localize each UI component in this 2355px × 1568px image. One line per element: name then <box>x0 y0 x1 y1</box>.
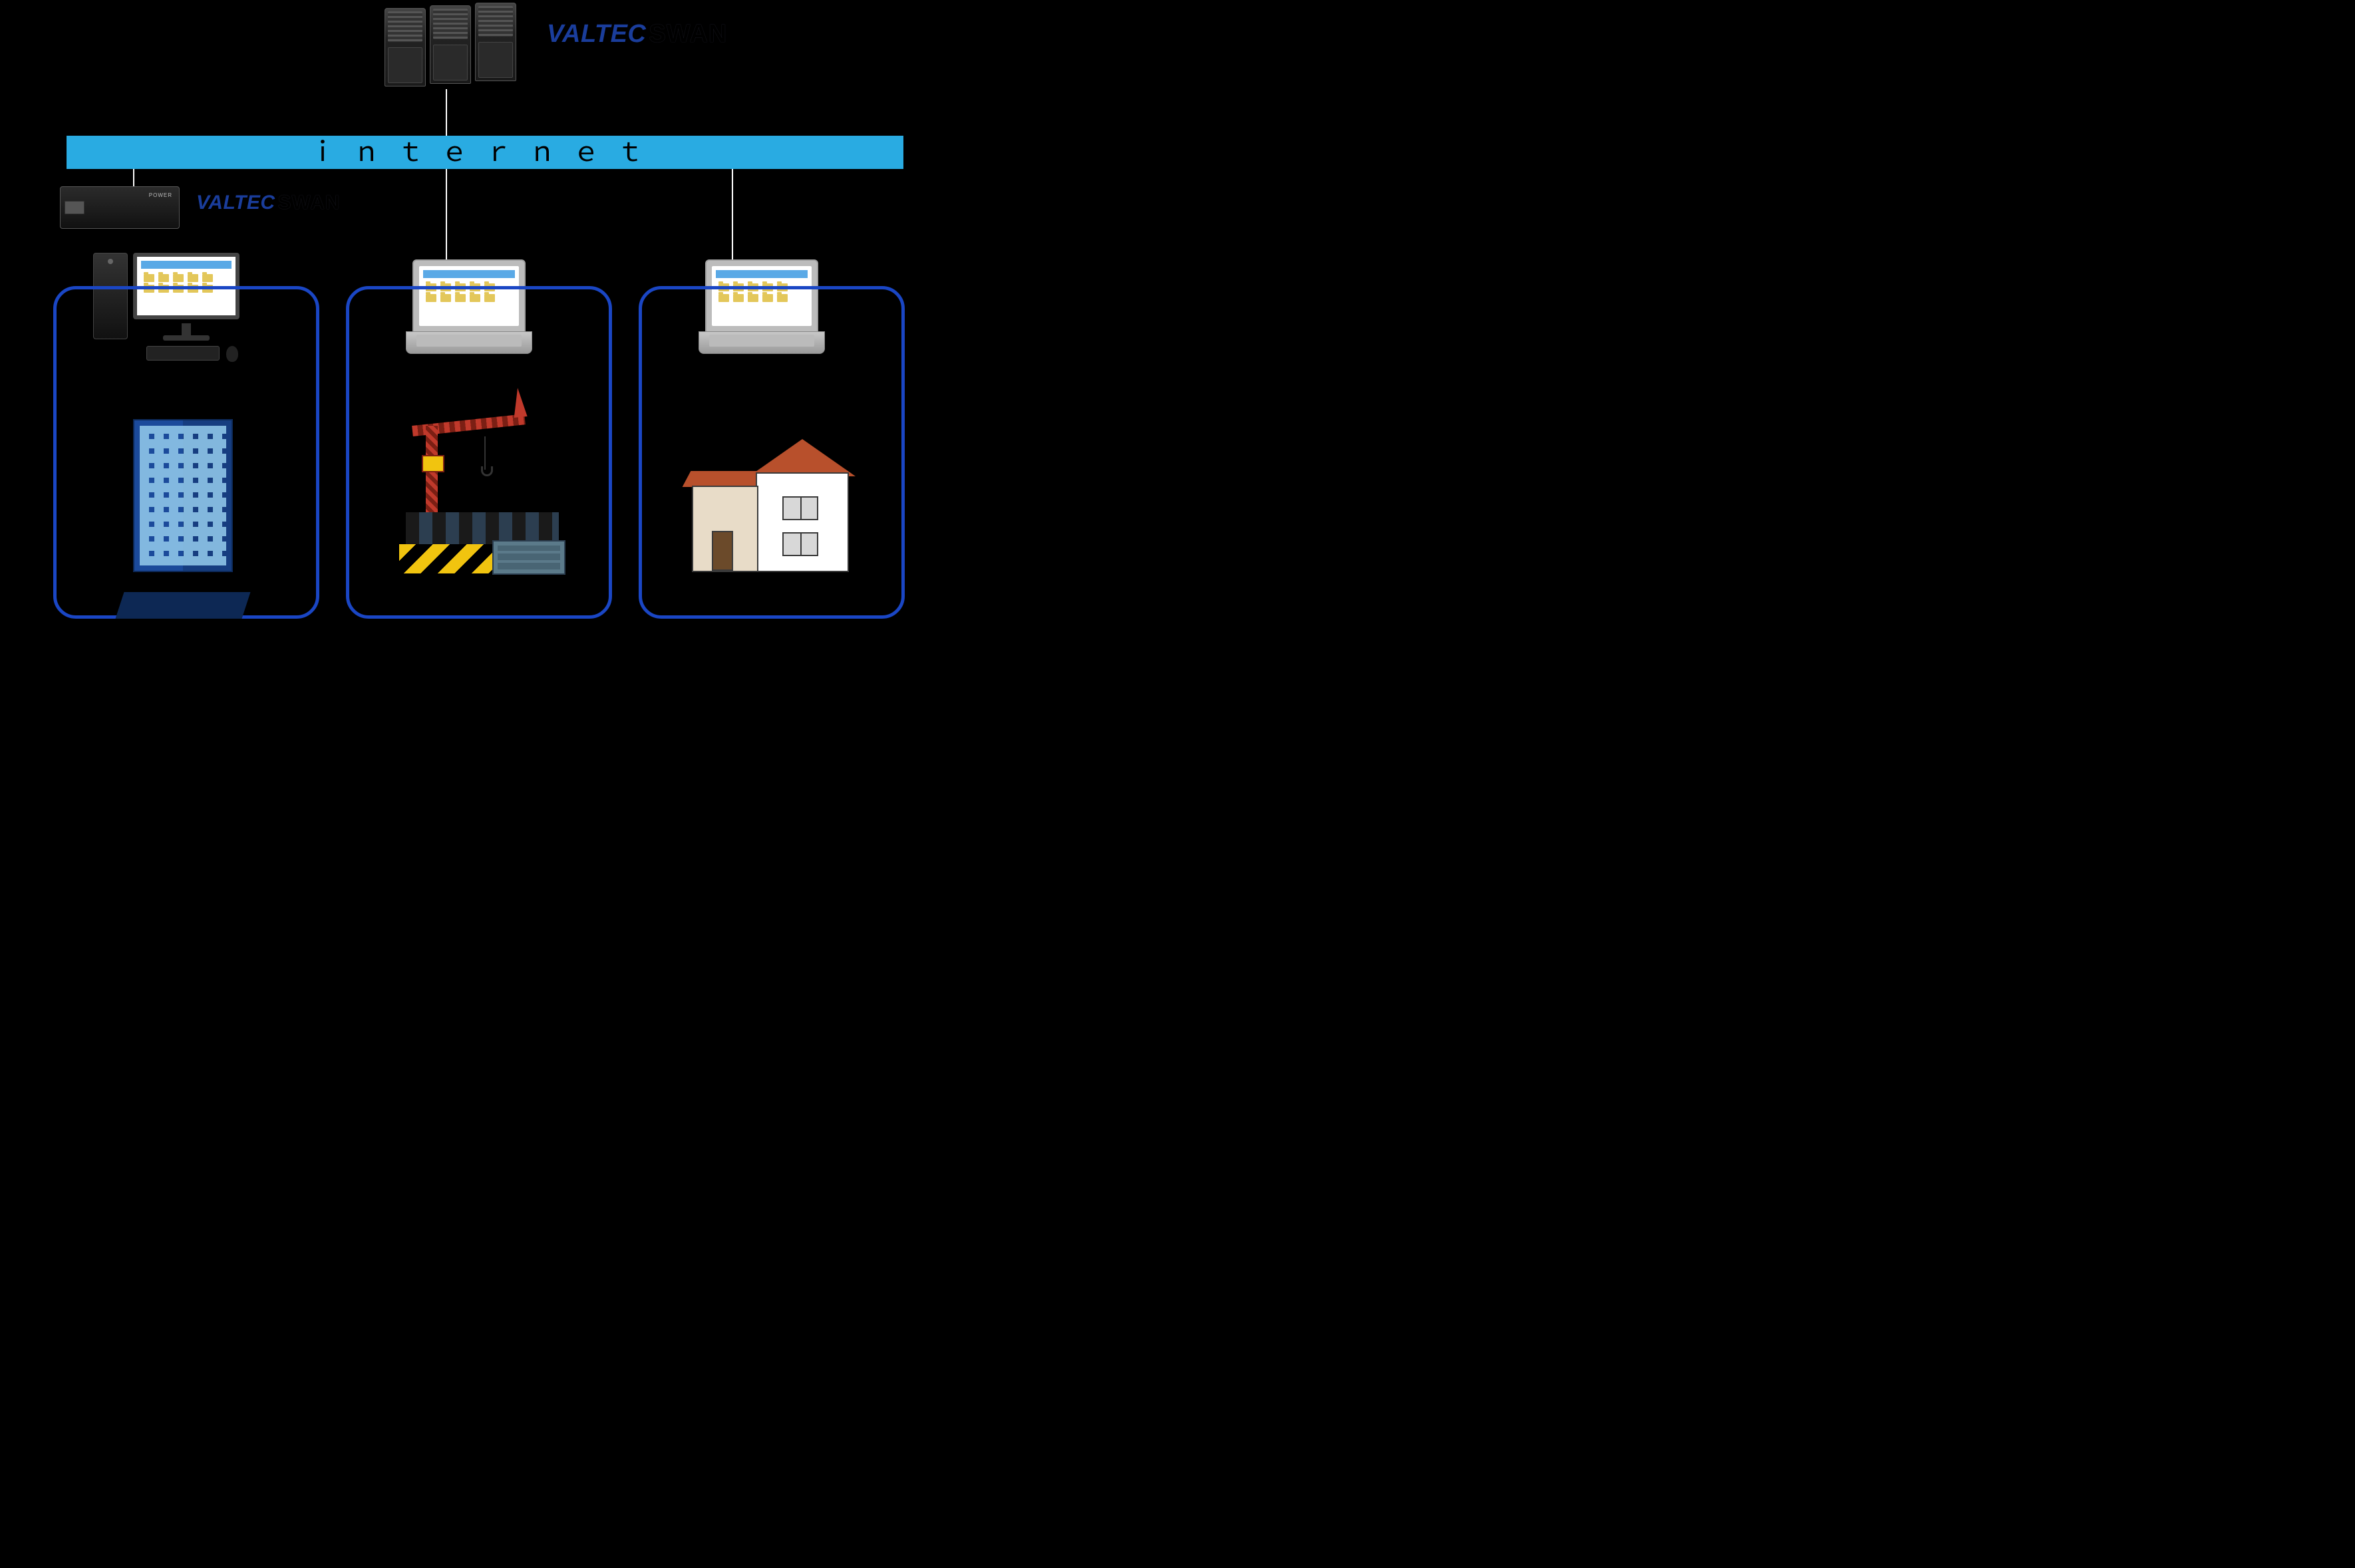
server-tower-icon <box>385 8 426 86</box>
connector-line <box>732 169 733 273</box>
logo-middle-swan: SWAN <box>278 192 341 214</box>
office-building-icon <box>120 419 246 599</box>
server-tower-icon <box>475 3 516 81</box>
logo-middle-valtec: VALTEC <box>196 192 275 214</box>
connector-line <box>446 169 447 273</box>
logo-top-swan: SWAN <box>649 20 727 48</box>
logo-top-valtec: VALTEC <box>547 20 646 48</box>
server-rack-icon <box>385 8 520 86</box>
internet-bar: ｉｎｔｅｒｎｅｔ <box>67 136 903 169</box>
construction-site-icon <box>386 412 572 585</box>
logo-middle: VALTECSWAN <box>196 192 341 214</box>
house-icon <box>692 439 852 579</box>
server-tower-icon <box>430 5 471 84</box>
network-appliance-icon <box>60 186 180 229</box>
logo-top: VALTECSWAN <box>547 20 727 49</box>
internet-bar-label: ｉｎｔｅｒｎｅｔ <box>309 137 661 168</box>
connector-line <box>446 89 447 136</box>
